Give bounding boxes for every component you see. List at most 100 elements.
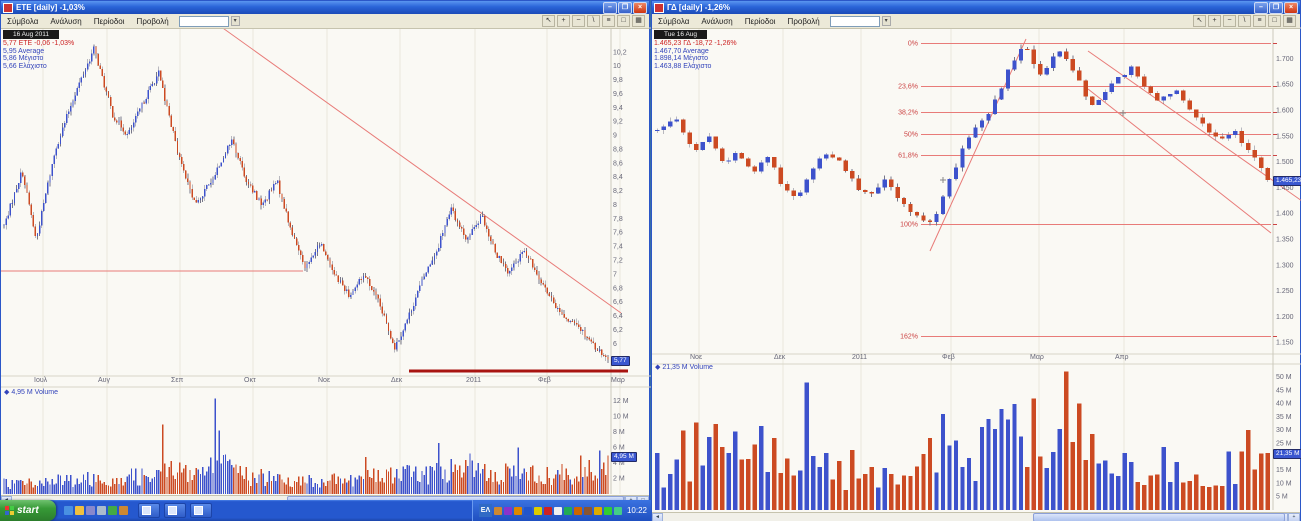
symbol-dropdown-button[interactable]: ▾ xyxy=(230,16,240,26)
menu-item-Προβολή[interactable]: Προβολή xyxy=(787,16,820,26)
language-indicator[interactable]: ΕΛ xyxy=(478,504,492,517)
tray-icon[interactable] xyxy=(573,506,582,515)
tray-icon[interactable] xyxy=(593,506,602,515)
save-icon[interactable]: ▦ xyxy=(632,15,645,27)
zoom-in-button[interactable]: + xyxy=(1288,513,1300,521)
taskbar: start ΕΛ 10:22 xyxy=(0,500,651,521)
curve-icon[interactable]: ~ xyxy=(1223,15,1236,27)
horizontal-scrollbar: ◄ ► − + xyxy=(652,512,1300,521)
menu-item-Προβολή[interactable]: Προβολή xyxy=(136,16,169,26)
tray-icon[interactable] xyxy=(553,506,562,515)
menu-item-Ανάλυση[interactable]: Ανάλυση xyxy=(701,16,733,26)
maximize-button[interactable]: ❐ xyxy=(618,1,632,14)
legend-max-line: 1.898,14 Μέγιστο xyxy=(654,55,709,63)
x-axis-label: Μαρ xyxy=(1030,354,1044,361)
y-axis-label: 6,8 xyxy=(613,285,623,292)
x-axis-label: Ιουλ xyxy=(34,377,48,384)
menu-item-Περίοδοι[interactable]: Περίοδοι xyxy=(93,16,125,26)
chart-stage-gd: 0% 23,6% 38,2% 50% 61,8% 100% 162% 1.700 1.650 1.… xyxy=(652,1,1301,521)
scrollbar-thumb[interactable] xyxy=(1033,513,1285,521)
fib-label: 162% xyxy=(900,334,918,341)
y-axis-label: 1.250 xyxy=(1276,288,1294,295)
fibonacci-retracement: 0% 23,6% 38,2% 50% 61,8% 100% 162% xyxy=(898,41,1271,341)
y-axis-label: 9,4 xyxy=(613,105,623,112)
quicklaunch-icon[interactable] xyxy=(64,506,73,515)
quicklaunch-icon[interactable] xyxy=(75,506,84,515)
tray-icon[interactable] xyxy=(613,506,622,515)
quicklaunch-icon[interactable] xyxy=(86,506,95,515)
trendline[interactable] xyxy=(205,15,622,314)
trendline-icon[interactable]: \ xyxy=(1238,15,1251,27)
close-button[interactable]: × xyxy=(633,1,647,14)
symbol-input[interactable] xyxy=(829,15,880,27)
scroll-left-arrow[interactable]: ◄ xyxy=(652,513,663,521)
taskbar-window-button[interactable] xyxy=(138,503,160,518)
chart-window-ete: 10,2 10 9,8 9,6 9,4 9,2 9 8,8 8,6 8,4 8,2 8 7,8 7,6 7,… xyxy=(0,0,651,503)
quicklaunch-icon[interactable] xyxy=(108,506,117,515)
x-axis-label: Οκτ xyxy=(244,377,256,384)
tray-icon[interactable] xyxy=(493,506,502,515)
x-axis-label: Νοε xyxy=(318,377,331,384)
trendline[interactable] xyxy=(929,38,1027,252)
y-axis-label: 7,4 xyxy=(613,244,623,251)
maximize-button[interactable]: ❐ xyxy=(1269,1,1283,14)
y-axis-label: 8 xyxy=(613,202,617,209)
chart-window-gd: 0% 23,6% 38,2% 50% 61,8% 100% 162% 1.700 1.650 1.… xyxy=(651,0,1301,521)
volume-axis-label: 5 M xyxy=(1276,494,1288,501)
candlestick-series xyxy=(655,44,1270,226)
menu-item-Περίοδοι[interactable]: Περίοδοι xyxy=(744,16,776,26)
curve-icon[interactable]: ~ xyxy=(572,15,585,27)
tray-icon[interactable] xyxy=(513,506,522,515)
save-icon[interactable]: ▦ xyxy=(1283,15,1296,27)
quicklaunch-icon[interactable] xyxy=(119,506,128,515)
legend-min-line: 5,66 Ελάχιστο xyxy=(3,62,47,70)
x-axis-label: Νοε xyxy=(690,354,703,361)
y-axis-label: 9,8 xyxy=(613,77,623,84)
tray-icon[interactable] xyxy=(533,506,542,515)
x-axis-label: 2011 xyxy=(852,354,868,361)
symbol-dropdown-button[interactable]: ▾ xyxy=(881,16,891,26)
menu-item-Σύμβολα[interactable]: Σύμβολα xyxy=(7,16,39,26)
rectangle-icon[interactable]: □ xyxy=(1268,15,1281,27)
quicklaunch-icon[interactable] xyxy=(97,506,106,515)
tray-icon-group xyxy=(493,506,622,515)
taskbar-window-button[interactable] xyxy=(164,503,186,518)
title-bar[interactable]: ΓΔ [daily] -1,26% – ❐ × xyxy=(652,1,1300,14)
y-axis-label: 1.150 xyxy=(1276,340,1294,347)
chart-canvas-gd: 0% 23,6% 38,2% 50% 61,8% 100% 162% 1.700 1.650 1.… xyxy=(652,27,1301,510)
close-button[interactable]: × xyxy=(1284,1,1298,14)
tray-icon[interactable] xyxy=(563,506,572,515)
y-axis-label: 1.400 xyxy=(1276,211,1294,218)
rectangle-icon[interactable]: □ xyxy=(617,15,630,27)
menu-item-Ανάλυση[interactable]: Ανάλυση xyxy=(50,16,82,26)
scrollbar-track[interactable] xyxy=(663,513,1285,521)
tray-icon[interactable] xyxy=(543,506,552,515)
pointer-icon[interactable]: ↖ xyxy=(542,15,555,27)
y-axis-label: 6,6 xyxy=(613,299,623,306)
symbol-input[interactable] xyxy=(178,15,229,27)
fib-icon[interactable]: ≡ xyxy=(602,15,615,27)
pointer-icon[interactable]: ↖ xyxy=(1193,15,1206,27)
volume-axis-label: 15 M xyxy=(1276,467,1292,474)
chart-legend: 16 Aug 2011 5,77 ETE -0,06 -1,03% 5,95 A… xyxy=(3,30,74,70)
start-button[interactable]: start xyxy=(0,500,56,521)
tray-icon[interactable] xyxy=(603,506,612,515)
crosshair-icon[interactable]: + xyxy=(557,15,570,27)
crosshair-icon[interactable]: + xyxy=(1208,15,1221,27)
app-icon xyxy=(654,2,664,13)
tray-icon[interactable] xyxy=(523,506,532,515)
minimize-button[interactable]: – xyxy=(603,1,617,14)
trendline-icon[interactable]: \ xyxy=(587,15,600,27)
trendline[interactable] xyxy=(1087,88,1272,234)
title-bar[interactable]: ETE [daily] -1,03% – ❐ × xyxy=(1,1,649,14)
x-axis-label: Αυγ xyxy=(98,377,110,384)
fib-icon[interactable]: ≡ xyxy=(1253,15,1266,27)
taskbar-window-button[interactable] xyxy=(190,503,212,518)
minimize-button[interactable]: – xyxy=(1254,1,1268,14)
volume-axis-label: 10 M xyxy=(1276,480,1292,487)
tray-icon[interactable] xyxy=(583,506,592,515)
y-axis-label: 6,4 xyxy=(613,313,623,320)
tray-icon[interactable] xyxy=(503,506,512,515)
system-tray: ΕΛ 10:22 xyxy=(471,500,651,521)
menu-item-Σύμβολα[interactable]: Σύμβολα xyxy=(658,16,690,26)
